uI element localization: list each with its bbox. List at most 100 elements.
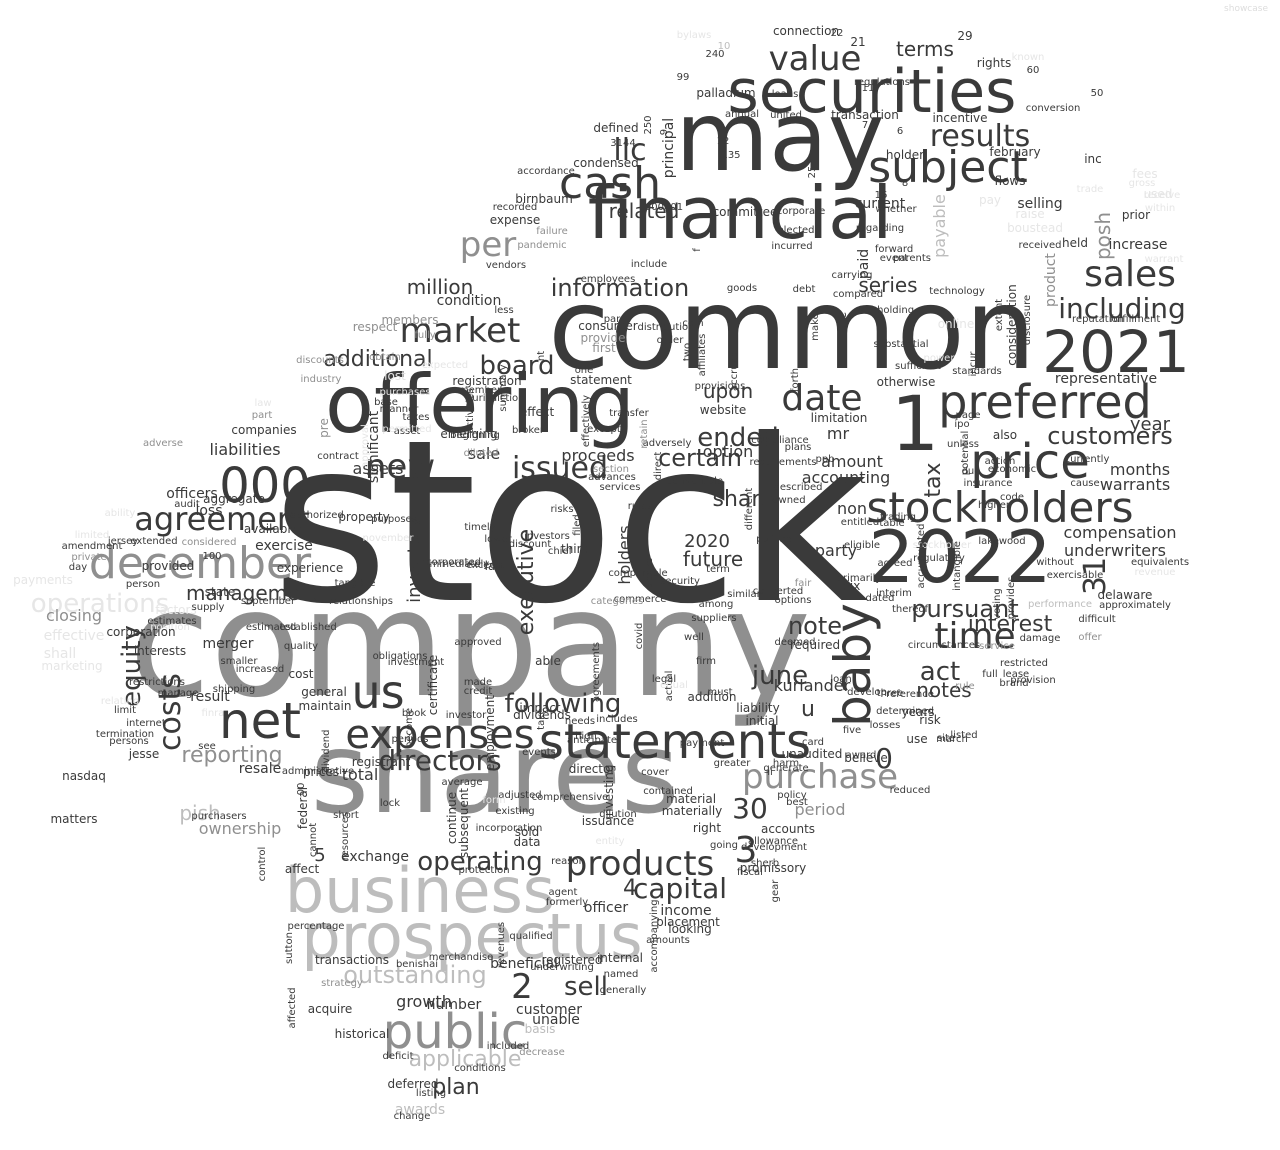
word-offering: offering	[325, 358, 635, 451]
word-time: time	[934, 616, 1015, 657]
word-higher: higher	[978, 500, 1011, 511]
word-regulations: regulations	[854, 77, 910, 88]
word-manner: manner	[380, 404, 420, 415]
word-plans: plans	[785, 442, 812, 453]
word-limit: limit	[114, 705, 136, 716]
word-inventory: inventory	[404, 517, 425, 603]
word-relating: relating	[101, 696, 139, 707]
word-ability: ability	[105, 508, 136, 519]
word-common: common	[548, 265, 1036, 395]
word-fees: fees	[1132, 167, 1157, 181]
word-standards: standards	[952, 366, 1002, 377]
word-closing: closing	[46, 606, 102, 625]
word-basis: basis	[525, 1022, 556, 1036]
word-beneficial: beneficial	[490, 956, 558, 972]
word-substantial: substantial	[873, 339, 928, 350]
word-convertible: convertible	[667, 476, 723, 487]
word-including: including	[1058, 292, 1186, 325]
word-initial: initial	[746, 714, 779, 728]
word-limitation: limitation	[811, 411, 868, 425]
word-change: change	[394, 1111, 431, 1122]
word-event: event	[880, 253, 909, 264]
word-equal: equal	[660, 680, 688, 691]
word-term: term	[706, 564, 730, 575]
word-restrictions: restrictions	[129, 677, 185, 688]
word-commerce: commerce	[614, 594, 667, 605]
word-finra: finra	[202, 708, 225, 719]
word-greater: greater	[714, 758, 752, 769]
word-maintain: maintain	[299, 699, 352, 713]
word-relationships: relationships	[329, 596, 393, 607]
word-obtain: obtain	[369, 352, 401, 363]
word-two: two	[682, 343, 693, 361]
word-carrying: carrying	[831, 270, 872, 281]
word-elected: elected	[777, 225, 814, 236]
word-permitted: permitted	[382, 424, 431, 435]
word-reason: reason	[551, 856, 585, 867]
word-unable: unable	[532, 1012, 580, 1028]
word-used: used	[1144, 187, 1173, 201]
word-5: 5	[314, 845, 325, 866]
word-security: security	[660, 576, 700, 587]
word-0: 0	[875, 742, 893, 775]
word-u: u	[801, 697, 815, 722]
word-needs: needs	[565, 716, 595, 727]
word-section: section	[593, 464, 629, 475]
word-state: state	[205, 585, 235, 599]
word-united: united	[770, 110, 802, 121]
word-equivalents: equivalents	[1131, 557, 1189, 568]
word-forth: forth	[790, 368, 801, 392]
word-6: 6	[897, 126, 903, 137]
word-adversely: adversely	[643, 438, 692, 449]
word-must: must	[707, 687, 732, 698]
word-site: site	[937, 733, 955, 744]
word-code: code	[1000, 492, 1024, 503]
word-average: average	[442, 777, 483, 788]
word-approximately: approximately	[1099, 600, 1171, 611]
word-capital: capital	[633, 872, 727, 905]
word-reputation: reputation	[1072, 314, 1124, 325]
word-prospectus: prospectus	[301, 900, 642, 973]
word-voting: voting	[992, 588, 1003, 619]
word-sale: sale	[468, 444, 500, 463]
word-pursuant: pursuant	[911, 595, 1018, 623]
word-3: 3	[735, 830, 758, 871]
word-accumulated: accumulated	[916, 524, 927, 589]
word-shall: shall	[44, 646, 77, 662]
word-investment: investment	[388, 657, 445, 668]
word-part: part	[252, 410, 273, 421]
word-primarily: primarily	[837, 573, 882, 584]
word-years: years	[901, 705, 934, 719]
word-terms: terms	[896, 37, 954, 61]
word-service: service	[979, 641, 1015, 652]
word-act: act	[920, 657, 960, 687]
word-lock: lock	[380, 798, 400, 809]
word-take: take	[536, 708, 547, 730]
word-accounts: accounts	[761, 822, 815, 836]
word-allowance: allowance	[748, 836, 798, 847]
word-held: held	[1062, 236, 1088, 250]
word-factors: factors	[155, 603, 196, 617]
word-price: price	[970, 434, 1089, 490]
word-investors: investors	[524, 531, 570, 542]
word-ppb: ppb	[815, 454, 834, 465]
word-whether: whether	[875, 204, 917, 215]
word-loans: loans	[772, 89, 799, 100]
word-six: six	[844, 579, 861, 593]
word-diluted: diluted	[464, 448, 499, 459]
word-obligations: obligations	[373, 651, 428, 662]
word-3144: 3144	[610, 138, 635, 149]
word-categories: categories	[591, 596, 643, 607]
word-following: following	[505, 689, 622, 719]
word-filed: filed	[572, 514, 583, 536]
word-conditions: conditions	[454, 1063, 505, 1074]
word-250: 250	[643, 115, 654, 134]
word-employment: employment	[483, 695, 497, 771]
word-addition: addition	[688, 690, 737, 704]
word-qualified: qualified	[509, 931, 552, 942]
word-director: director	[569, 762, 616, 776]
word-purchases: purchases	[379, 387, 430, 398]
word-par: par	[604, 314, 621, 325]
word-covid: covid	[634, 623, 645, 650]
word-period: period	[795, 800, 846, 819]
